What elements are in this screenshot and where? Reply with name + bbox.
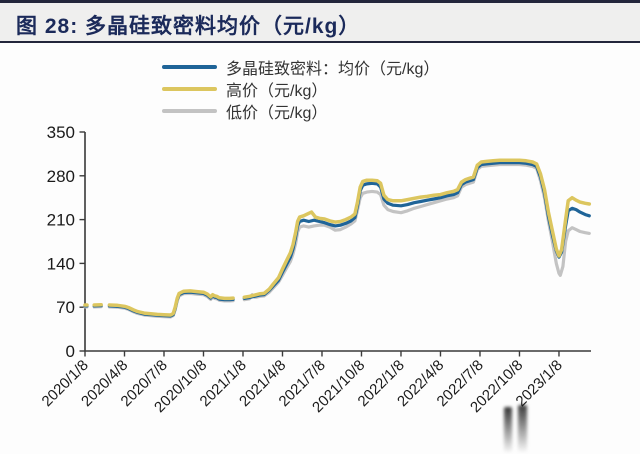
legend-label-low-price: 低价（元/kg） [226,105,328,122]
y-tick-label: 280 [47,167,75,186]
legend-item-high-price: 高价（元/kg） [162,78,439,100]
figure-title: 图 28: 多晶硅致密料均价（元/kg） [16,15,361,38]
legend-item-avg-price: 多晶硅致密料：均价（元/kg） [162,56,439,78]
y-tick-label: 350 [47,123,75,142]
top-border-rule [0,0,640,3]
y-tick-label: 140 [47,254,75,273]
high-price-line-swatch [162,87,217,91]
y-tick-label: 70 [56,298,75,317]
series-line [115,289,235,317]
chart-legend: 多晶硅致密料：均价（元/kg） 高价（元/kg） 低价（元/kg） [162,56,439,122]
pause-watermark-bar-left [504,407,512,452]
y-tick-label: 0 [66,342,75,361]
series-line [242,158,592,299]
pause-watermark-bar-right [518,405,527,452]
avg-price-line-swatch [162,65,217,69]
low-price-line-swatch [162,109,217,113]
title-band [0,3,640,41]
title-underline-rule [0,41,640,43]
legend-label-high-price: 高价（元/kg） [226,83,328,100]
y-tick-label: 210 [47,211,75,230]
legend-item-low-price: 低价（元/kg） [162,100,439,122]
legend-label-avg-price: 多晶硅致密料：均价（元/kg） [226,61,440,78]
